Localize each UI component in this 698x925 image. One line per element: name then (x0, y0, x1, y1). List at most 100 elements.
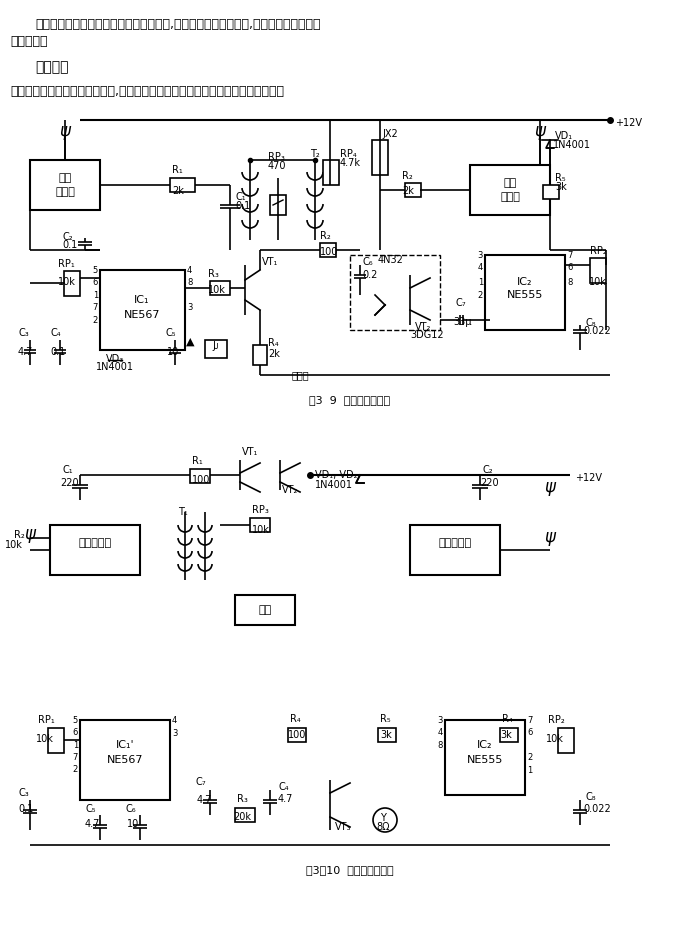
Bar (190, 469, 210, 483)
Text: 10k: 10k (546, 734, 564, 744)
Text: R₃: R₃ (237, 794, 248, 804)
Text: NE555: NE555 (467, 755, 503, 765)
Text: 0.1: 0.1 (62, 240, 77, 250)
Text: T₁: T₁ (178, 507, 188, 517)
Text: NE567: NE567 (124, 310, 161, 320)
Text: 3: 3 (477, 251, 483, 260)
Text: 3k: 3k (555, 182, 567, 192)
Text: VT₃: VT₃ (335, 822, 352, 832)
Text: IC₂: IC₂ (477, 740, 493, 750)
Text: Jᴊ: Jᴊ (213, 341, 219, 351)
Text: 市话网: 市话网 (291, 370, 309, 380)
Bar (253, 345, 267, 365)
Text: 3: 3 (438, 716, 443, 725)
Bar (320, 243, 336, 257)
Text: C₅: C₅ (85, 804, 96, 814)
Text: +12V: +12V (575, 473, 602, 483)
Bar (500, 728, 518, 742)
Text: C₇: C₇ (195, 777, 206, 787)
Text: NE555: NE555 (507, 290, 543, 300)
Text: C₂: C₂ (62, 232, 73, 242)
Text: VD₁, VD₂: VD₁, VD₂ (315, 470, 357, 480)
Text: 4.7: 4.7 (85, 819, 101, 829)
Text: 8: 8 (438, 741, 443, 750)
Text: C₇: C₇ (455, 298, 466, 308)
Text: NE567: NE567 (107, 755, 143, 765)
Text: 220: 220 (60, 478, 79, 488)
Text: 发射机: 发射机 (500, 192, 520, 202)
Text: VT₁: VT₁ (242, 447, 258, 457)
Text: ▲: ▲ (186, 337, 194, 347)
Text: 4: 4 (438, 728, 443, 737)
Text: 3: 3 (172, 729, 177, 738)
Text: ψ: ψ (544, 478, 556, 496)
Bar (210, 281, 230, 295)
Text: R₂: R₂ (402, 171, 413, 181)
Text: 100: 100 (288, 730, 306, 740)
Text: RP₂: RP₂ (548, 715, 565, 725)
Text: 调频发射机: 调频发射机 (438, 538, 472, 548)
Bar (48, 728, 64, 753)
Text: RP₁: RP₁ (38, 715, 55, 725)
Text: 5: 5 (93, 266, 98, 275)
Text: IC₂: IC₂ (517, 277, 533, 287)
Text: ψ: ψ (59, 122, 70, 140)
Text: 无绳电话转发器与无绳电话一样,也是由固定机转发器和移动机转发器两部分组成。: 无绳电话转发器与无绳电话一样,也是由固定机转发器和移动机转发器两部分组成。 (10, 85, 284, 98)
Bar (558, 728, 574, 753)
Bar (250, 518, 270, 532)
Text: 2k: 2k (268, 349, 280, 359)
Text: C₄: C₄ (50, 328, 61, 338)
Text: 7: 7 (527, 716, 533, 725)
Text: 7: 7 (93, 303, 98, 312)
Text: 本文介绍一种简单易制的无绳电话转发器,它与普通电话配合使用,便能具备无绳电话的: 本文介绍一种简单易制的无绳电话转发器,它与普通电话配合使用,便能具备无绳电话的 (35, 18, 320, 31)
Text: IC₁': IC₁' (116, 740, 134, 750)
Bar (30, 160, 100, 210)
Bar (378, 728, 396, 742)
Text: C₈: C₈ (585, 792, 595, 802)
Text: 图3－10  转发器电路图二: 图3－10 转发器电路图二 (306, 865, 394, 875)
Bar (445, 720, 525, 795)
Text: 7: 7 (73, 753, 78, 762)
Text: C₁: C₁ (62, 465, 73, 475)
Text: RP₄: RP₄ (340, 149, 357, 159)
Text: 0.022: 0.022 (583, 804, 611, 814)
Text: VT₂: VT₂ (282, 485, 299, 495)
Text: 1N4001: 1N4001 (553, 140, 591, 150)
Text: RP₃: RP₃ (252, 505, 269, 515)
Text: R₅: R₅ (555, 173, 565, 183)
Text: 10k: 10k (5, 540, 23, 550)
Bar (205, 340, 227, 358)
Text: 8Ω: 8Ω (376, 822, 389, 832)
Text: 20k: 20k (233, 812, 251, 822)
Bar (410, 525, 500, 575)
Text: JΧ2: JΧ2 (382, 129, 398, 139)
Text: 1: 1 (527, 766, 533, 775)
Text: 工作原理: 工作原理 (35, 60, 68, 74)
Text: VD₁: VD₁ (555, 131, 573, 141)
Text: IC₁: IC₁ (134, 295, 150, 305)
Text: 10: 10 (127, 819, 140, 829)
Text: 6: 6 (73, 728, 78, 737)
Text: 接收机: 接收机 (55, 187, 75, 197)
Text: 0.1: 0.1 (50, 347, 66, 357)
Text: 图3  9  转发器电路图一: 图3 9 转发器电路图一 (309, 395, 391, 405)
Text: 100: 100 (320, 247, 339, 257)
Text: R₃: R₃ (208, 269, 219, 279)
Text: R₂: R₂ (320, 231, 331, 241)
Text: 调频接收机: 调频接收机 (78, 538, 112, 548)
Text: 8: 8 (567, 278, 572, 287)
Text: ψ: ψ (535, 122, 546, 140)
Text: 4: 4 (172, 716, 177, 725)
Text: VD₃: VD₃ (106, 354, 124, 364)
Text: 10k: 10k (36, 734, 54, 744)
Text: 10k: 10k (208, 285, 226, 295)
Bar (485, 255, 565, 330)
Bar (470, 165, 550, 215)
Text: 0.1: 0.1 (235, 201, 251, 211)
Text: 7: 7 (567, 251, 572, 260)
Text: 3DG12: 3DG12 (410, 330, 444, 340)
Text: Y: Y (380, 813, 386, 823)
Text: T₂: T₂ (310, 149, 320, 159)
Bar (405, 183, 421, 197)
Text: C₃: C₃ (18, 328, 29, 338)
